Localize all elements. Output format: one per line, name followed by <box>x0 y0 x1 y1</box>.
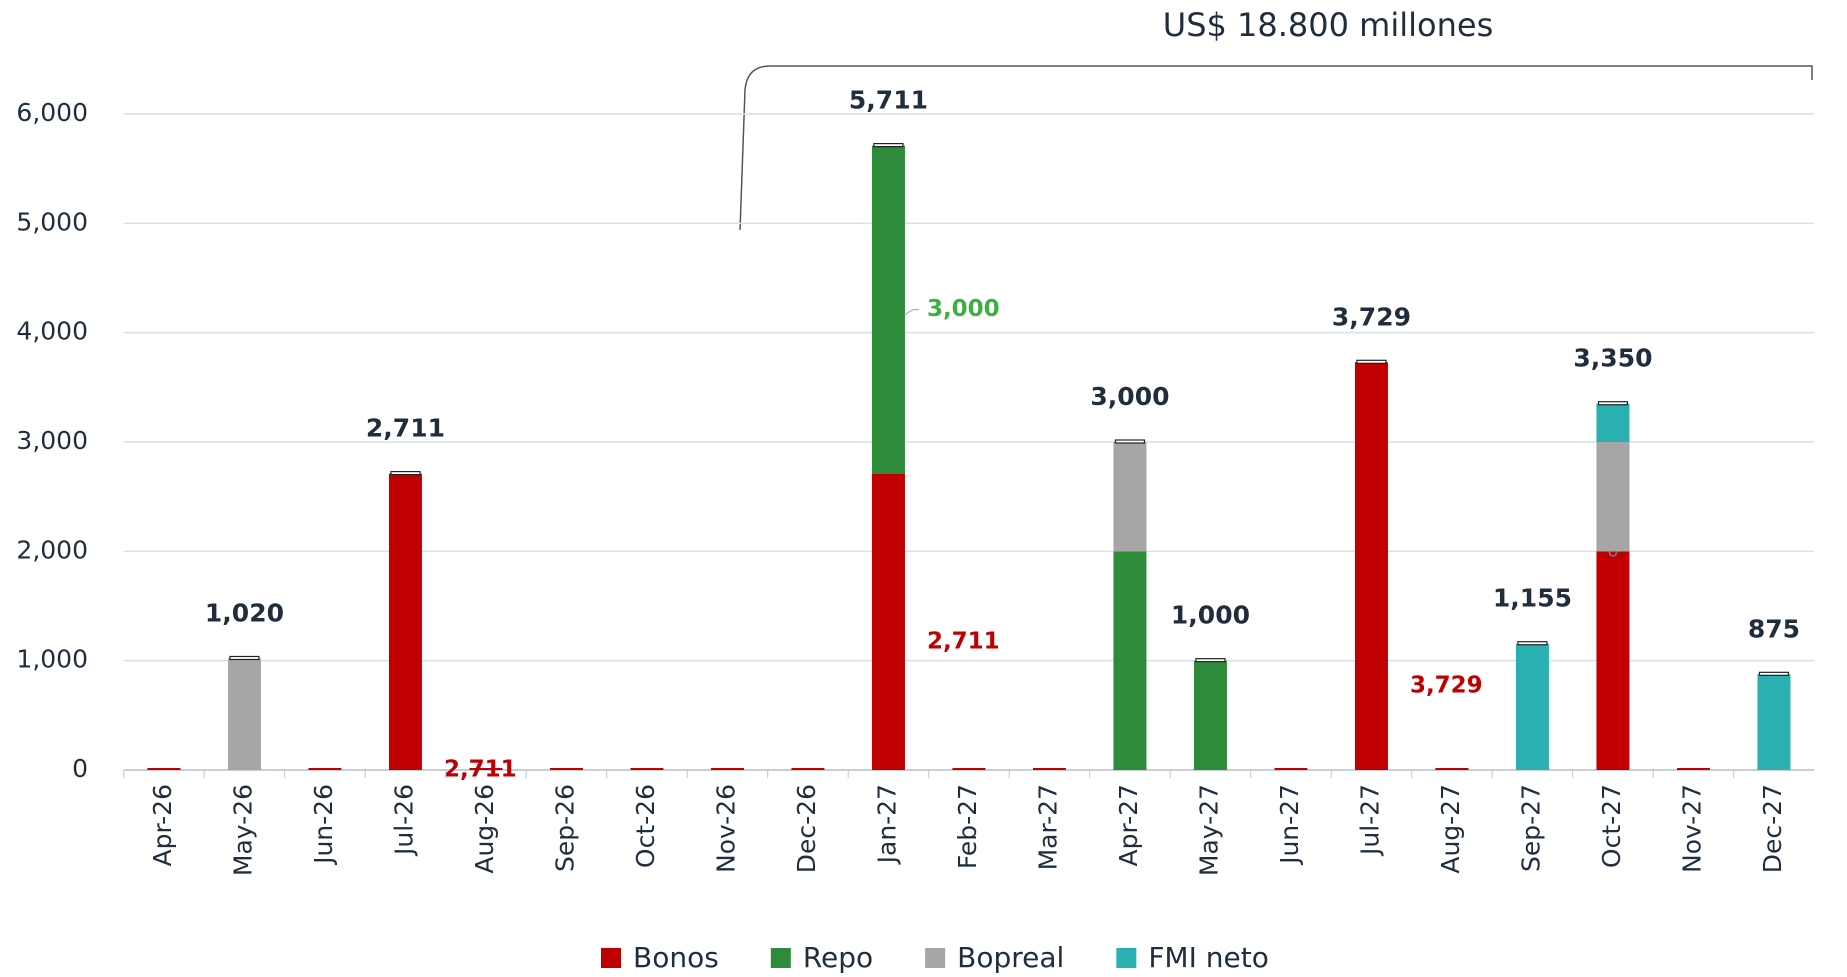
value-label: 3,000 <box>927 296 1000 322</box>
total-label: 3,000 <box>1090 382 1169 411</box>
y-tick-label: 3,000 <box>16 426 88 455</box>
x-tick-label: Nov-26 <box>711 784 740 873</box>
total-label: 2,711 <box>366 414 445 443</box>
x-tick-label: Jun-27 <box>1275 784 1304 866</box>
bar-segment <box>388 473 422 770</box>
bar-segment <box>147 768 181 770</box>
legend-swatch <box>925 948 946 968</box>
bar-segment <box>1113 442 1147 552</box>
bar-segment <box>1596 442 1630 552</box>
total-marker <box>1195 658 1226 663</box>
legend-label: Repo <box>803 941 873 974</box>
y-tick-label: 4,000 <box>16 317 88 346</box>
bar-segment <box>871 145 905 474</box>
y-tick-label: 6,000 <box>16 98 88 127</box>
total-marker <box>1517 641 1548 646</box>
bar-segment <box>871 473 905 770</box>
bar-segment <box>710 768 744 770</box>
x-tick-label: Feb-27 <box>953 784 982 869</box>
annotation: US$ 18.800 millones <box>1163 6 1493 44</box>
value-label: 3,729 <box>1410 673 1483 699</box>
x-tick-label: Dec-26 <box>792 784 821 873</box>
x-tick-label: Apr-26 <box>148 784 177 866</box>
bar-segment <box>1435 768 1469 770</box>
y-tick-label: 2,000 <box>16 535 88 564</box>
total-label: 1,000 <box>1171 601 1250 630</box>
total-label: 3,350 <box>1573 344 1652 373</box>
x-tick-label: Jul-26 <box>389 784 418 857</box>
bar-segment <box>1032 768 1066 770</box>
x-tick-label: Aug-26 <box>470 784 499 874</box>
total-marker <box>1758 671 1790 676</box>
legend-swatch <box>770 948 791 968</box>
x-tick-label: May-26 <box>228 784 257 876</box>
x-tick-label: Mar-27 <box>1033 784 1062 870</box>
bar-segment <box>1274 768 1308 770</box>
total-label: 1,155 <box>1493 584 1572 613</box>
legend-label: Bopreal <box>957 941 1064 974</box>
y-tick-label: 0 <box>72 754 88 783</box>
total-marker <box>229 655 260 661</box>
bar-segment <box>1757 674 1791 770</box>
bar-segment <box>1676 768 1710 770</box>
x-tick-label: Aug-27 <box>1436 784 1465 874</box>
value-label: 2,711 <box>927 628 1000 654</box>
legend-label: Bonos <box>633 941 719 974</box>
bar-segment <box>1596 403 1630 442</box>
total-label: 3,729 <box>1332 302 1411 331</box>
x-tick-label: Sep-26 <box>550 784 579 872</box>
bar-segment <box>1354 362 1388 770</box>
x-tick-label: Sep-27 <box>1516 784 1545 872</box>
x-tick-label: Apr-27 <box>1114 784 1143 866</box>
legend-label: FMI neto <box>1148 941 1269 974</box>
legend-swatch <box>601 948 621 968</box>
x-tick-label: Jun-26 <box>309 784 338 866</box>
legend-swatch <box>1116 948 1137 968</box>
total-label: 1,020 <box>205 598 284 627</box>
total-marker <box>873 142 904 148</box>
total-marker <box>1356 359 1387 364</box>
y-tick-label: 1,000 <box>16 645 88 674</box>
leader-line <box>904 309 919 316</box>
total-label: 5,711 <box>849 86 928 115</box>
bar-segment <box>952 768 986 770</box>
bar-segment <box>1515 643 1549 770</box>
bracket <box>739 65 1813 231</box>
bar-segment <box>1113 551 1147 770</box>
x-tick-label: Jan-27 <box>872 784 901 865</box>
y-tick-label: 5,000 <box>16 207 88 236</box>
bar-segment <box>469 768 503 770</box>
x-tick-label: May-27 <box>1194 784 1223 876</box>
bar-segment <box>549 768 583 770</box>
x-tick-label: Jul-27 <box>1355 784 1384 857</box>
bar-segment <box>630 768 664 770</box>
x-tick-label: Nov-27 <box>1677 784 1706 873</box>
bar-segment <box>1596 551 1630 770</box>
bar-segment <box>227 658 261 770</box>
total-marker <box>1114 439 1146 444</box>
x-tick-label: Dec-27 <box>1758 784 1787 873</box>
total-label: 875 <box>1748 614 1800 643</box>
total-marker <box>390 470 421 476</box>
bar-segment <box>1193 660 1227 770</box>
total-marker <box>1597 401 1629 406</box>
x-tick-label: Oct-26 <box>631 784 660 868</box>
x-tick-label: Oct-27 <box>1597 784 1626 868</box>
bar-segment <box>308 768 342 770</box>
bar-segment <box>791 768 825 770</box>
